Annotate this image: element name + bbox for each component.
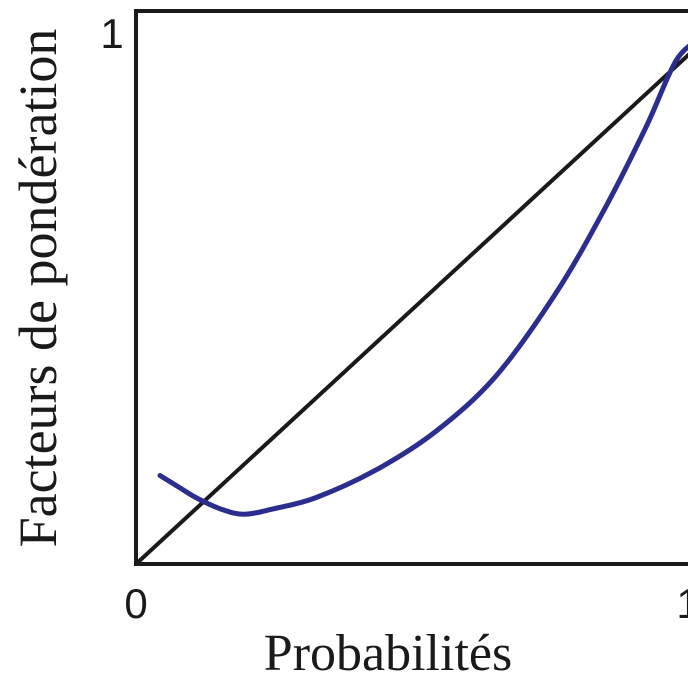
x-axis-label: Probabilités [264, 625, 512, 675]
weighting-curve [157, 43, 688, 517]
y-axis-label: Facteurs de pondération [8, 29, 68, 548]
x-tick-min: 0 [124, 580, 147, 627]
x-tick-max: 1 [676, 580, 688, 627]
series-layer [134, 43, 688, 566]
identity-line [134, 52, 688, 566]
plot-frame [134, 9, 688, 566]
y-tick-max: 1 [100, 10, 123, 57]
